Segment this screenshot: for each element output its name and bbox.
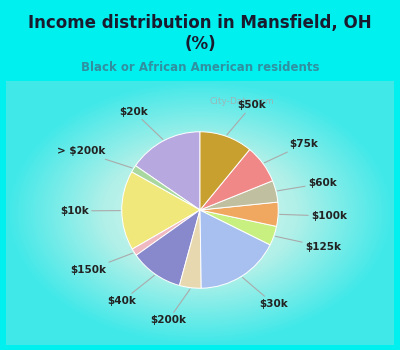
Text: $150k: $150k (70, 253, 133, 275)
Text: $10k: $10k (60, 206, 120, 216)
Text: $50k: $50k (227, 100, 266, 135)
Text: $40k: $40k (108, 275, 154, 306)
Wedge shape (132, 166, 200, 210)
Text: $200k: $200k (150, 289, 190, 325)
Wedge shape (200, 149, 272, 210)
Text: $30k: $30k (242, 278, 288, 309)
Text: $20k: $20k (120, 107, 163, 139)
Wedge shape (136, 210, 200, 286)
Text: City-Data.com: City-Data.com (210, 97, 274, 106)
Wedge shape (122, 172, 200, 249)
Wedge shape (136, 132, 200, 210)
Text: $75k: $75k (264, 139, 318, 163)
Text: Income distribution in Mansfield, OH
(%): Income distribution in Mansfield, OH (%) (28, 14, 372, 53)
Wedge shape (200, 181, 278, 210)
Wedge shape (200, 132, 250, 210)
Text: $100k: $100k (280, 211, 347, 221)
Text: > $200k: > $200k (57, 146, 132, 168)
Text: $60k: $60k (278, 178, 336, 191)
Wedge shape (180, 210, 201, 288)
Wedge shape (200, 210, 270, 288)
Text: $125k: $125k (275, 236, 341, 252)
Wedge shape (200, 202, 278, 226)
Text: Black or African American residents: Black or African American residents (81, 61, 319, 74)
Wedge shape (200, 210, 276, 245)
Wedge shape (132, 210, 200, 255)
